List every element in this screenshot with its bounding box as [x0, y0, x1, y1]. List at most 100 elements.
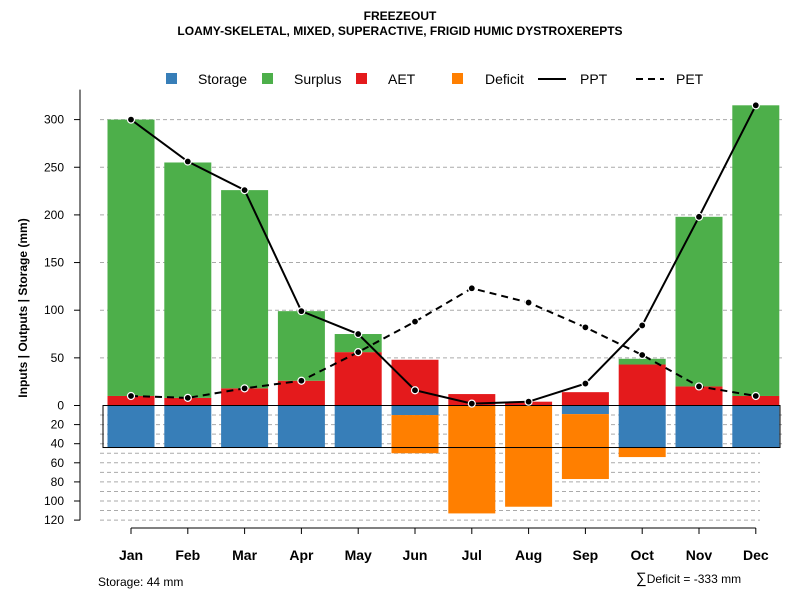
storage-bar: [618, 405, 666, 448]
legend-pet-label: PET: [676, 71, 704, 87]
aet-bar: [675, 386, 723, 406]
y-tick-label: 50: [51, 351, 65, 365]
ppt-point: [240, 186, 249, 195]
pet-point: [126, 391, 136, 401]
aet-bar: [732, 395, 780, 406]
x-tick-label: Nov: [686, 547, 713, 563]
deficit-bar: [448, 405, 496, 514]
legend-aet-swatch: [356, 73, 367, 84]
aet-bar: [391, 359, 439, 406]
aet-bar: [107, 395, 155, 406]
x-tick-label: Dec: [743, 547, 769, 563]
x-tick-label: Jun: [403, 547, 428, 563]
pet-point: [467, 284, 476, 293]
pet-point: [240, 384, 249, 393]
storage-bar: [221, 405, 269, 448]
pet-point: [638, 350, 647, 360]
y-tick-label: 40: [51, 437, 65, 451]
aet-bar: [221, 388, 269, 406]
ppt-point: [524, 397, 533, 406]
surplus-bar: [107, 119, 155, 396]
ppt-point: [751, 101, 760, 110]
storage-bar: [277, 405, 325, 448]
pet-point: [410, 317, 420, 326]
axes: 0 50 100 150 200 250 300 20 40 60 80 100 120 Inputs |…: [16, 89, 769, 563]
pet-point: [751, 391, 760, 401]
storage-bar: [561, 405, 609, 415]
surplus-bar: [334, 334, 382, 353]
x-tick-label: Sep: [573, 547, 599, 563]
storage-bar: [334, 405, 382, 448]
ppt-point: [694, 212, 704, 221]
x-tick-label: Jul: [462, 547, 482, 563]
y-tick-label: 100: [44, 494, 64, 508]
chart-subtitle: LOAMY-SKELETAL, MIXED, SUPERACTIVE, FRIG…: [177, 24, 623, 38]
pet-point: [524, 298, 533, 307]
y-tick-label: 200: [44, 208, 64, 222]
storage-bar: [391, 405, 439, 416]
surplus-bar: [164, 162, 212, 398]
pet-point: [581, 323, 590, 332]
y-tick-label: 0: [57, 399, 64, 413]
pet-point: [694, 382, 704, 391]
deficit-bar: [505, 405, 553, 507]
ppt-point: [581, 379, 590, 388]
legend-aet-label: AET: [388, 71, 416, 87]
legend-surplus-swatch: [262, 73, 273, 84]
legend-storage-swatch: [166, 73, 177, 84]
pet-point: [297, 376, 306, 385]
ppt-point: [638, 321, 647, 330]
aet-bar: [618, 364, 666, 406]
ppt-point: [354, 329, 363, 339]
storage-bar: [107, 405, 155, 448]
series-lines: [126, 101, 760, 408]
y-tick-label: 120: [44, 513, 64, 527]
storage-note: Storage: 44 mm: [98, 575, 184, 589]
legend: Storage Surplus AET Deficit PPT PET: [166, 71, 704, 87]
x-tick-label: Apr: [289, 547, 314, 563]
ppt-point: [410, 386, 420, 395]
x-tick-label: May: [345, 547, 372, 563]
pet-point: [183, 393, 192, 402]
ppt-point: [126, 115, 136, 124]
y-tick-label: 250: [44, 160, 64, 174]
surplus-bar: [732, 105, 780, 396]
sigma-symbol: ∑: [636, 570, 647, 587]
surplus-bar: [221, 190, 269, 389]
storage-bar: [164, 405, 212, 448]
ppt-point: [467, 399, 476, 408]
aet-bar: [561, 392, 609, 406]
deficit-bar: [561, 414, 609, 480]
surplus-bar: [277, 311, 325, 381]
bars: [102, 105, 781, 514]
storage-capacity-frame: [102, 405, 781, 449]
pet-point: [354, 348, 363, 357]
storage-bar: [675, 405, 723, 448]
legend-surplus-label: Surplus: [294, 71, 341, 87]
y-tick-label: 80: [51, 475, 65, 489]
ppt-point: [297, 307, 306, 316]
deficit-bar: [618, 447, 666, 458]
x-tick-label: Jan: [119, 547, 143, 563]
aet-bar: [277, 380, 325, 406]
legend-deficit-swatch: [452, 73, 463, 84]
y-axis-label: Inputs | Outputs | Storage (mm): [16, 218, 30, 397]
x-tick-label: Oct: [631, 547, 655, 563]
y-tick-label: 60: [51, 456, 65, 470]
ppt-point: [183, 157, 192, 166]
legend-deficit-label: Deficit: [485, 71, 524, 87]
surplus-bar: [618, 358, 666, 365]
x-tick-label: Feb: [175, 547, 200, 563]
deficit-total: Deficit = -333 mm: [646, 572, 742, 586]
chart-title: FREEZEOUT: [363, 9, 437, 23]
deficit-note: ∑Deficit = -333 mm: [636, 570, 741, 587]
y-tick-label: 100: [44, 303, 64, 317]
y-tick-label: 150: [44, 256, 64, 270]
x-tick-label: Aug: [515, 547, 542, 563]
y-tick-label: 20: [51, 418, 65, 432]
y-tick-label: 300: [44, 113, 64, 127]
surplus-bar: [675, 216, 723, 387]
deficit-bar: [391, 415, 439, 454]
legend-storage-label: Storage: [198, 71, 247, 87]
